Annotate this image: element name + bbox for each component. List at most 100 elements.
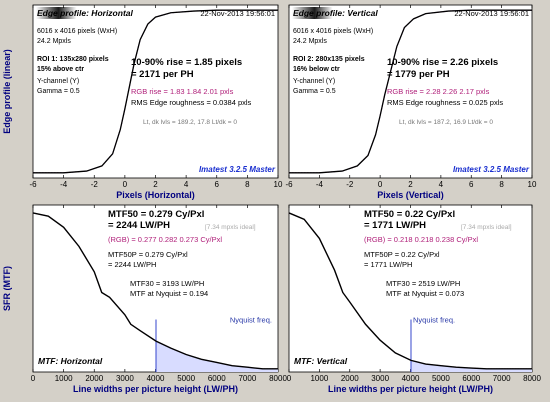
edge-plot-title: Edge profile: Horizontal <box>37 8 134 18</box>
mtf-curve <box>32 212 278 370</box>
x-tick-label: -2 <box>91 180 99 189</box>
x-tick-label: 2 <box>153 180 158 189</box>
x-tick-label: 0 <box>287 374 292 383</box>
rgb-rise: RGB rise = 2.28 2.26 2.17 pxls <box>387 87 490 96</box>
x-tick-label: -2 <box>346 180 354 189</box>
plot-area-1 <box>32 4 279 179</box>
x-tick-label: -6 <box>285 180 293 189</box>
x-tick-label: 6000 <box>208 374 226 383</box>
mtf30: MTF30 = 2519 LW/PH <box>386 279 460 288</box>
mtf-rgb: (RGB) = 0.218 0.218 0.238 Cy/Pxl <box>364 235 478 244</box>
edge-plot-title: Edge profile: Vertical <box>293 8 378 18</box>
mtf50p: MTF50P = 0.279 Cy/Pxl <box>108 250 188 259</box>
roi-info: ROI 1: 135x280 pixels <box>37 56 109 63</box>
x-tick-label: 2000 <box>85 374 103 383</box>
x-tick-label: 8000 <box>523 374 541 383</box>
x-tick-label: 4000 <box>402 374 420 383</box>
y-axis-label: Edge profile (linear) <box>2 49 12 134</box>
x-axis-label: Pixels (Horizontal) <box>116 190 195 200</box>
edge-roughness: RMS Edge roughness = 0.025 pxls <box>387 98 503 107</box>
x-tick-label: 3000 <box>371 374 389 383</box>
x-tick-label: 6 <box>469 180 474 189</box>
x-tick-label: 0 <box>31 374 36 383</box>
roi-info: 15% above ctr <box>37 66 84 73</box>
ideal-note: [7.34 mpxls ideal] <box>205 224 256 231</box>
roi-info: 16% below ctr <box>293 66 340 73</box>
x-tick-label: 4 <box>184 180 189 189</box>
rise-result: = 2171 per PH <box>131 69 194 80</box>
image-info: 6016 x 4016 pixels (WxH) <box>37 28 117 35</box>
x-axis-label: Line widths per picture height (LW/PH) <box>328 384 493 394</box>
x-tick-label: 8000 <box>269 374 287 383</box>
image-info: 24.2 Mpxls <box>293 38 327 45</box>
beyond-nyquist-area <box>155 341 278 372</box>
x-tick-label: 7000 <box>238 374 256 383</box>
mtf-plot-title: MTF: Horizontal <box>38 356 103 366</box>
x-axis-label: Line widths per picture height (LW/PH) <box>73 384 238 394</box>
x-tick-label: 1000 <box>55 374 73 383</box>
x-tick-label: 4000 <box>147 374 165 383</box>
x-tick-label: 7000 <box>493 374 511 383</box>
roi-info: ROI 2: 280x135 pixels <box>293 56 365 63</box>
channel-info: Gamma = 0.5 <box>293 88 336 95</box>
x-tick-label: 4 <box>439 180 444 189</box>
rise-result: 10-90% rise = 2.26 pixels <box>387 57 498 68</box>
mtf50p: MTF50P = 0.22 Cy/Pxl <box>364 250 440 259</box>
imatest-watermark: Imatest 3.2.5 Master <box>199 165 276 174</box>
image-info: 6016 x 4016 pixels (WxH) <box>293 28 373 35</box>
edge-roughness: RMS Edge roughness = 0.0384 pxls <box>131 98 252 107</box>
rise-result: = 1779 per PH <box>387 69 450 80</box>
x-tick-label: 6 <box>215 180 220 189</box>
edge-image-strip <box>292 7 382 19</box>
x-axis-label: Pixels (Vertical) <box>377 190 444 200</box>
levels-info: Lt, dk lvls = 189.2, 17.8 Lt/dk = 0 <box>143 119 237 126</box>
mtf50-result: = 2244 LW/PH <box>108 220 170 231</box>
y-axis-label: SFR (MTF) <box>2 266 12 311</box>
ideal-note: [7.34 mpxls ideal] <box>461 224 512 231</box>
channel-info: Gamma = 0.5 <box>37 88 80 95</box>
x-tick-label: 8 <box>499 180 504 189</box>
rgb-rise: RGB rise = 1.83 1.84 2.01 pxls <box>131 87 234 96</box>
x-tick-label: -6 <box>29 180 37 189</box>
x-tick-label: 0 <box>123 180 128 189</box>
x-tick-label: 8 <box>245 180 250 189</box>
x-tick-label: 2 <box>408 180 413 189</box>
mtf50-result: MTF50 = 0.279 Cy/Pxl <box>108 209 204 220</box>
levels-info: Lt, dk lvls = 187.2, 16.9 Lt/dk = 0 <box>399 119 493 126</box>
mtf-rgb: (RGB) = 0.277 0.282 0.273 Cy/Pxl <box>108 235 222 244</box>
mtf50p-lwph: = 2244 LW/PH <box>108 260 156 269</box>
nyquist-label: Nyquist freq. <box>230 316 272 325</box>
channel-info: Y-channel (Y) <box>37 78 79 85</box>
rise-result: 10-90% rise = 1.85 pixels <box>131 57 242 68</box>
mtf50-result: MTF50 = 0.22 Cy/Pxl <box>364 209 455 220</box>
nyquist-label: Nyquist freq. <box>413 316 455 325</box>
mtf50p-lwph: = 1771 LW/PH <box>364 260 412 269</box>
x-tick-label: 3000 <box>116 374 134 383</box>
x-tick-label: 2000 <box>341 374 359 383</box>
x-tick-label: 1000 <box>310 374 328 383</box>
edge-profile-curve <box>289 9 532 174</box>
plot-area-2 <box>288 4 533 179</box>
channel-info: Y-channel (Y) <box>293 78 335 85</box>
x-tick-label: 5000 <box>432 374 450 383</box>
edge-profile-curve <box>33 9 278 174</box>
x-tick-label: 10 <box>528 180 537 189</box>
x-tick-label: -4 <box>60 180 68 189</box>
mtf50-result: = 1771 LW/PH <box>364 220 426 231</box>
mtf-nyquist: MTF at Nyquist = 0.073 <box>386 289 464 298</box>
mtf-nyquist: MTF at Nyquist = 0.194 <box>130 289 208 298</box>
imatest-watermark: Imatest 3.2.5 Master <box>453 165 530 174</box>
mtf-plot-title: MTF: Vertical <box>294 356 348 366</box>
image-info: 24.2 Mpxls <box>37 38 71 45</box>
x-tick-label: -4 <box>316 180 324 189</box>
x-tick-label: 10 <box>274 180 283 189</box>
x-tick-label: 0 <box>378 180 383 189</box>
x-tick-label: 5000 <box>177 374 195 383</box>
mtf-curve <box>288 212 532 370</box>
timestamp: 22-Nov-2013 19:56:01 <box>454 9 529 18</box>
mtf30: MTF30 = 3193 LW/PH <box>130 279 204 288</box>
edge-image-strip <box>36 7 126 19</box>
timestamp: 22-Nov-2013 19:56:01 <box>200 9 275 18</box>
x-tick-label: 6000 <box>462 374 480 383</box>
